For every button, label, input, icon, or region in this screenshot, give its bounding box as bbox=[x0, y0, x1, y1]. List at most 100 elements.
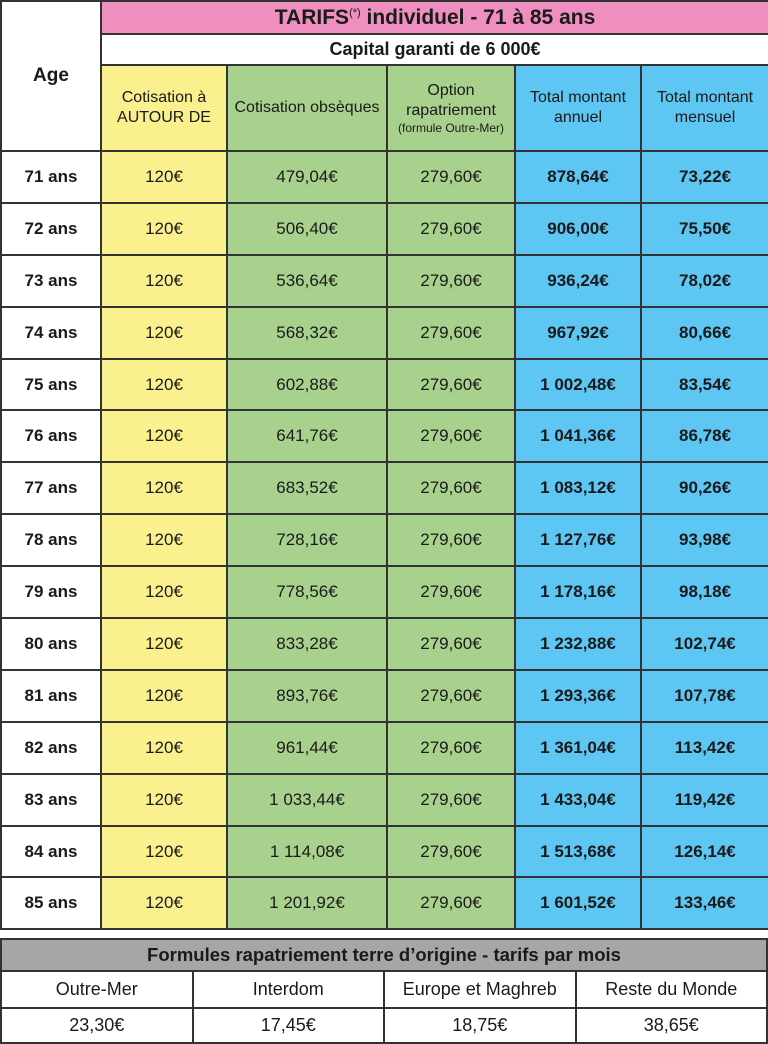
cell-option: 279,60€ bbox=[386, 668, 516, 723]
title-rest: individuel - 71 à 85 ans bbox=[360, 5, 596, 29]
table-row: 75 ans 120€ 602,88€ 279,60€ 1 002,48€ 83,54€ bbox=[0, 357, 768, 412]
cell-autour: 120€ bbox=[100, 253, 228, 308]
cell-autour: 120€ bbox=[100, 720, 228, 775]
cell-autour: 120€ bbox=[100, 668, 228, 723]
header-option-note: (formule Outre-Mer) bbox=[397, 120, 504, 135]
cell-autour: 120€ bbox=[100, 824, 228, 879]
cell-annuel: 878,64€ bbox=[514, 150, 642, 204]
cell-autour: 120€ bbox=[100, 513, 228, 568]
cell-option: 279,60€ bbox=[386, 772, 516, 827]
cell-option: 279,60€ bbox=[386, 201, 516, 256]
cell-age: 77 ans bbox=[0, 461, 102, 516]
cell-obseques: 683,52€ bbox=[226, 461, 388, 516]
formule-label: Europe et Maghreb bbox=[383, 970, 577, 1009]
cell-autour: 120€ bbox=[100, 565, 228, 620]
cell-age: 71 ans bbox=[0, 150, 102, 204]
cell-option: 279,60€ bbox=[386, 253, 516, 308]
table-row: 82 ans 120€ 961,44€ 279,60€ 1 361,04€ 113,42€ bbox=[0, 720, 768, 775]
formule-value: 17,45€ bbox=[191, 1007, 385, 1044]
cell-autour: 120€ bbox=[100, 772, 228, 827]
capital-garanti: Capital garanti de 6 000€ bbox=[99, 33, 768, 66]
cell-mensuel: 83,54€ bbox=[639, 357, 768, 412]
table-row: 76 ans 120€ 641,76€ 279,60€ 1 041,36€ 86,78€ bbox=[0, 409, 768, 464]
cell-autour: 120€ bbox=[100, 357, 228, 412]
cell-obseques: 479,04€ bbox=[226, 150, 388, 204]
cell-option: 279,60€ bbox=[386, 150, 516, 204]
cell-obseques: 602,88€ bbox=[226, 357, 388, 412]
table-title: TARIFS(*) individuel - 71 à 85 ans bbox=[99, 0, 768, 35]
cell-autour: 120€ bbox=[100, 409, 228, 464]
table-row: 85 ans 120€ 1 201,92€ 279,60€ 1 601,52€ 133,4… bbox=[0, 876, 768, 931]
age-header: Age bbox=[0, 0, 102, 152]
cell-annuel: 1 083,12€ bbox=[514, 461, 642, 516]
title-footnote-mark: (*) bbox=[349, 6, 361, 19]
cell-obseques: 1 201,92€ bbox=[226, 876, 388, 931]
cell-mensuel: 107,78€ bbox=[639, 668, 768, 723]
formule-value: 23,30€ bbox=[0, 1007, 194, 1044]
cell-autour: 120€ bbox=[100, 201, 228, 256]
cell-option: 279,60€ bbox=[386, 305, 516, 360]
cell-annuel: 906,00€ bbox=[514, 201, 642, 256]
formule-label: Outre-Mer bbox=[0, 970, 194, 1009]
cell-option: 279,60€ bbox=[386, 824, 516, 879]
cell-mensuel: 133,46€ bbox=[639, 876, 768, 931]
cell-age: 74 ans bbox=[0, 305, 102, 360]
cell-obseques: 1 114,08€ bbox=[226, 824, 388, 879]
cell-age: 78 ans bbox=[0, 513, 102, 568]
cell-option: 279,60€ bbox=[386, 513, 516, 568]
table-row: 72 ans 120€ 506,40€ 279,60€ 906,00€ 75,50€ bbox=[0, 201, 768, 256]
cell-age: 85 ans bbox=[0, 876, 102, 931]
cell-annuel: 936,24€ bbox=[514, 253, 642, 308]
cell-obseques: 506,40€ bbox=[226, 201, 388, 256]
cell-annuel: 1 002,48€ bbox=[514, 357, 642, 412]
cell-age: 79 ans bbox=[0, 565, 102, 620]
table-row: 84 ans 120€ 1 114,08€ 279,60€ 1 513,68€ 126,1… bbox=[0, 824, 768, 879]
cell-mensuel: 126,14€ bbox=[639, 824, 768, 879]
header-option: Option rapatriement (formule Outre-Mer) bbox=[386, 64, 516, 152]
formule-label: Interdom bbox=[191, 970, 385, 1009]
cell-mensuel: 80,66€ bbox=[639, 305, 768, 360]
cell-option: 279,60€ bbox=[386, 409, 516, 464]
header-annuel: Total montant annuel bbox=[514, 64, 642, 152]
cell-annuel: 1 232,88€ bbox=[514, 617, 642, 671]
table-row: 83 ans 120€ 1 033,44€ 279,60€ 1 433,04€ 119,4… bbox=[0, 772, 768, 827]
cell-mensuel: 86,78€ bbox=[639, 409, 768, 464]
table-row: 71 ans 120€ 479,04€ 279,60€ 878,64€ 73,22€ bbox=[0, 150, 768, 204]
cell-age: 75 ans bbox=[0, 357, 102, 412]
formules-title: Formules rapatriement terre d’origine - … bbox=[0, 938, 768, 972]
cell-annuel: 1 361,04€ bbox=[514, 720, 642, 775]
header-option-label: Option rapatriement bbox=[406, 81, 496, 119]
cell-age: 72 ans bbox=[0, 201, 102, 256]
cell-age: 76 ans bbox=[0, 409, 102, 464]
cell-option: 279,60€ bbox=[386, 876, 516, 931]
cell-annuel: 1 293,36€ bbox=[514, 668, 642, 723]
cell-mensuel: 75,50€ bbox=[639, 201, 768, 256]
formule-value: 38,65€ bbox=[574, 1007, 768, 1044]
cell-autour: 120€ bbox=[100, 150, 228, 204]
cell-autour: 120€ bbox=[100, 461, 228, 516]
cell-option: 279,60€ bbox=[386, 720, 516, 775]
cell-age: 82 ans bbox=[0, 720, 102, 775]
cell-obseques: 961,44€ bbox=[226, 720, 388, 775]
cell-obseques: 778,56€ bbox=[226, 565, 388, 620]
table-row: 77 ans 120€ 683,52€ 279,60€ 1 083,12€ 90,26€ bbox=[0, 461, 768, 516]
cell-annuel: 1 433,04€ bbox=[514, 772, 642, 827]
table-row: 74 ans 120€ 568,32€ 279,60€ 967,92€ 80,66€ bbox=[0, 305, 768, 360]
cell-mensuel: 90,26€ bbox=[639, 461, 768, 516]
cell-mensuel: 98,18€ bbox=[639, 565, 768, 620]
cell-age: 73 ans bbox=[0, 253, 102, 308]
table-row: 73 ans 120€ 536,64€ 279,60€ 936,24€ 78,02€ bbox=[0, 253, 768, 308]
cell-mensuel: 73,22€ bbox=[639, 150, 768, 204]
cell-mensuel: 78,02€ bbox=[639, 253, 768, 308]
table-row: 80 ans 120€ 833,28€ 279,60€ 1 232,88€ 102,74€ bbox=[0, 617, 768, 671]
cell-obseques: 833,28€ bbox=[226, 617, 388, 671]
title-main: TARIFS bbox=[274, 5, 350, 29]
table-row: 81 ans 120€ 893,76€ 279,60€ 1 293,36€ 107,78€ bbox=[0, 668, 768, 723]
cell-age: 81 ans bbox=[0, 668, 102, 723]
cell-autour: 120€ bbox=[100, 617, 228, 671]
table-row: 79 ans 120€ 778,56€ 279,60€ 1 178,16€ 98,18€ bbox=[0, 565, 768, 620]
cell-age: 83 ans bbox=[0, 772, 102, 827]
cell-annuel: 1 041,36€ bbox=[514, 409, 642, 464]
cell-annuel: 1 601,52€ bbox=[514, 876, 642, 931]
table-row: 78 ans 120€ 728,16€ 279,60€ 1 127,76€ 93,98€ bbox=[0, 513, 768, 568]
